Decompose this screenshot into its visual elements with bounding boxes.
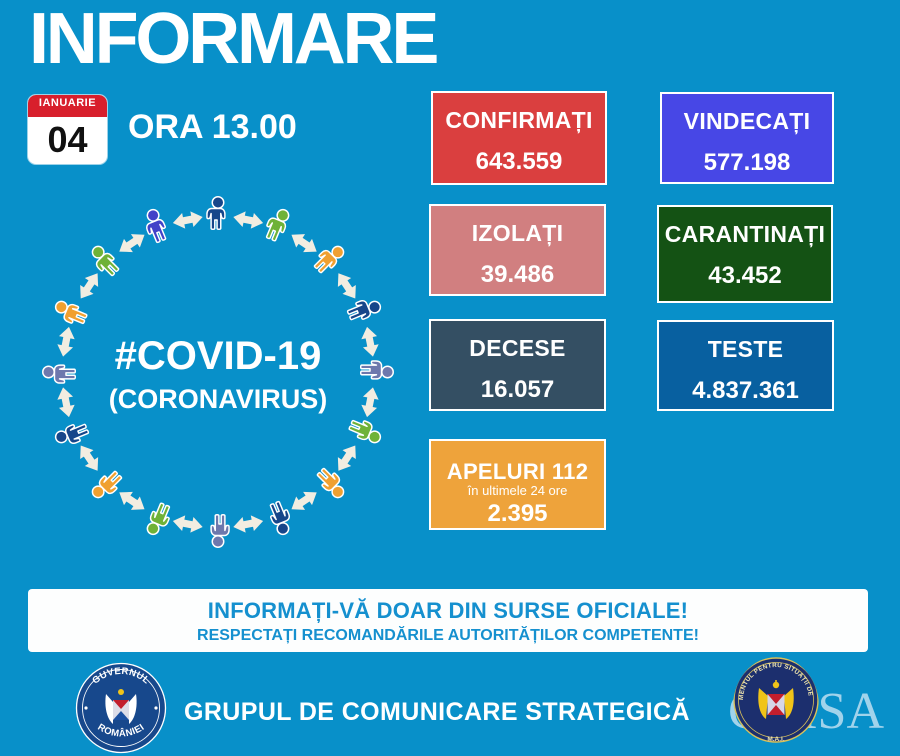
svg-text:M.A.I.: M.A.I. xyxy=(767,736,785,743)
svg-text:(CORONAVIRUS): (CORONAVIRUS) xyxy=(109,384,328,414)
svg-text:#COVID-19: #COVID-19 xyxy=(115,334,322,378)
